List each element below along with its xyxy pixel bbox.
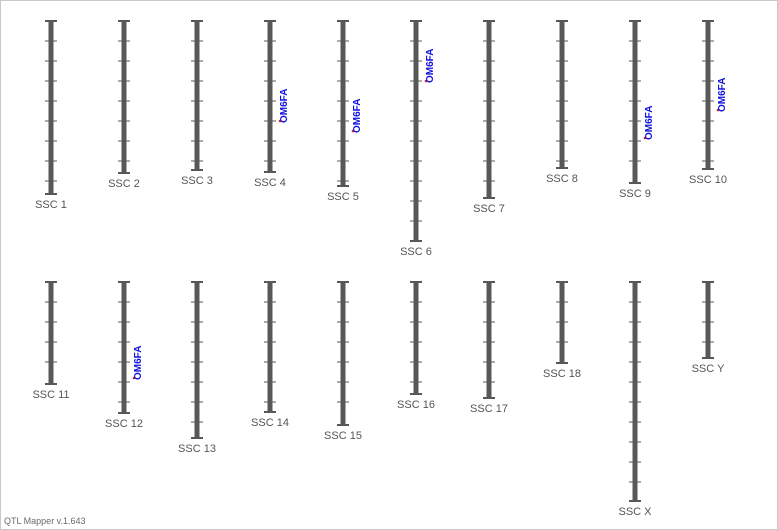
chromosome-bar bbox=[632, 21, 638, 183]
chromosome-label: SSC 13 bbox=[178, 443, 216, 455]
chromosome-bar bbox=[194, 282, 200, 438]
qtl-marker bbox=[424, 79, 428, 83]
chromosome-label: SSC 16 bbox=[397, 399, 435, 411]
chromosome-label: SSC 2 bbox=[108, 178, 140, 190]
chromosome-bar bbox=[340, 21, 346, 186]
qtl-label: OM6FA bbox=[279, 89, 290, 123]
chromosome-label: SSC 11 bbox=[32, 389, 69, 401]
chromosome-label: SSC 7 bbox=[473, 203, 505, 215]
chromosome-bar bbox=[121, 282, 127, 413]
qtl-label: OM6FA bbox=[352, 99, 363, 133]
chromosome-label: SSC 12 bbox=[105, 418, 143, 430]
chromosome-label: SSC 5 bbox=[327, 191, 359, 203]
chromosome-bar bbox=[267, 282, 273, 412]
chromosome-label: SSC 18 bbox=[543, 368, 581, 380]
chromosome-label: SSC 17 bbox=[470, 403, 508, 415]
chromosome-bar bbox=[340, 282, 346, 425]
chromosome-label: SSC 8 bbox=[546, 173, 578, 185]
chromosome-bar bbox=[48, 282, 54, 384]
chromosome-label: SSC X bbox=[618, 506, 652, 518]
chromosome-bar bbox=[48, 21, 54, 194]
qtl-label: OM6FA bbox=[133, 346, 144, 380]
chromosome-bar bbox=[267, 21, 273, 172]
chromosome-label: SSC 15 bbox=[324, 430, 362, 442]
qtl-marker bbox=[278, 119, 282, 123]
chromosome-bar bbox=[413, 282, 419, 394]
chromosome-label: SSC 1 bbox=[35, 199, 67, 211]
chromosome-label: SSC 9 bbox=[619, 188, 651, 200]
chromosome-bar bbox=[413, 21, 419, 241]
chromosome-bar bbox=[559, 21, 565, 168]
qtl-label: OM6FA bbox=[425, 49, 436, 83]
chromosome-bar bbox=[194, 21, 200, 170]
qtl-marker bbox=[351, 129, 355, 133]
qtl-label: OM6FA bbox=[717, 78, 728, 112]
chromosome-label: SSC 14 bbox=[251, 417, 289, 429]
chromosome-bar bbox=[486, 21, 492, 198]
version-footer: QTL Mapper v.1.643 bbox=[4, 516, 86, 526]
qtl-label: OM6FA bbox=[644, 106, 655, 140]
qtl-marker bbox=[132, 376, 136, 380]
chromosome-bar bbox=[486, 282, 492, 398]
chromosome-label: SSC 3 bbox=[181, 175, 213, 187]
chromosome-label: SSC 4 bbox=[254, 177, 286, 189]
chromosome-bar bbox=[705, 282, 711, 358]
qtl-marker bbox=[716, 108, 720, 112]
chromosome-bar bbox=[121, 21, 127, 173]
chromosome-bar bbox=[632, 282, 638, 501]
chromosome-bar bbox=[705, 21, 711, 169]
chromosome-label: SSC Y bbox=[692, 363, 725, 375]
chromosome-label: SSC 6 bbox=[400, 246, 432, 258]
qtl-marker bbox=[643, 136, 647, 140]
chromosome-label: SSC 10 bbox=[689, 174, 727, 186]
